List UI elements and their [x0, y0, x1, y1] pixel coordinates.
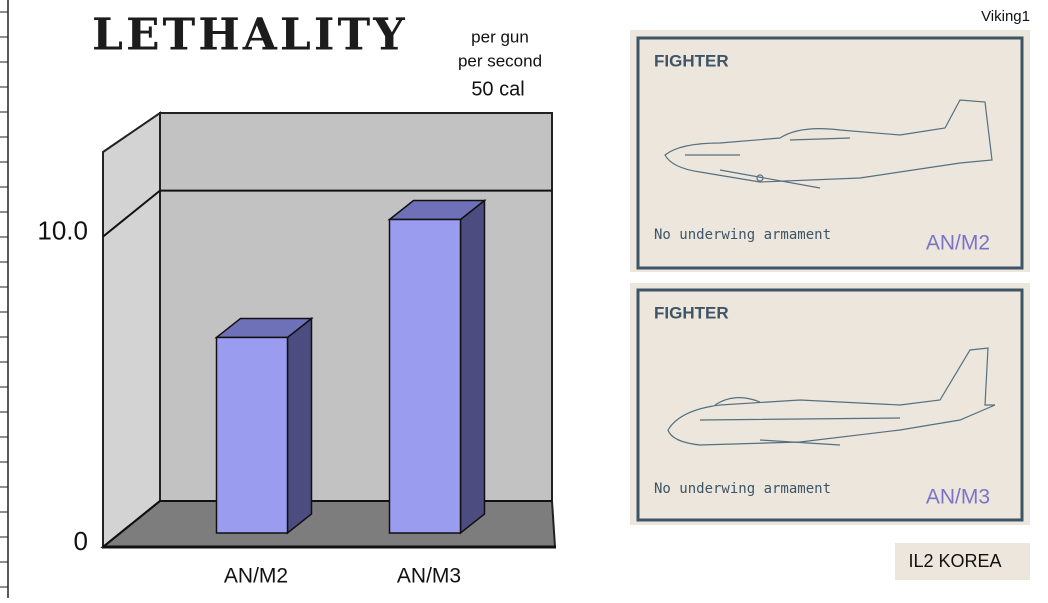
bar-side	[459, 198, 486, 535]
card: FIGHTER No underwing armament AN/M3	[630, 283, 1030, 525]
card-weapon: AN/M3	[926, 486, 990, 509]
bar-front	[215, 336, 289, 534]
bar	[387, 198, 487, 535]
chart-title: LETHALITY	[92, 10, 408, 61]
x-tick-label: AN/M3	[397, 565, 461, 588]
author: Viking1	[981, 8, 1030, 25]
footer-box	[895, 543, 1030, 580]
aircraft-icon	[667, 347, 996, 446]
game-label: IL2 KOREA	[908, 551, 1001, 571]
card-weapon: AN/M2	[926, 232, 990, 255]
chart-frame	[100, 111, 557, 550]
y-tick-label: 10.0	[37, 215, 88, 245]
annotation: per second	[458, 51, 542, 70]
annotation: 50 cal	[471, 78, 524, 100]
bar	[214, 316, 314, 535]
card: FIGHTER No underwing armament AN/M2	[630, 30, 1030, 272]
bar-side	[286, 316, 313, 535]
card-label: FIGHTER	[654, 51, 729, 70]
x-tick-label: AN/M2	[224, 565, 288, 588]
grid-line	[102, 189, 552, 238]
card-label: FIGHTER	[654, 303, 729, 322]
ruler-ticks	[0, 11, 8, 588]
annotation: per gun	[471, 27, 529, 46]
plot: 010.0	[37, 189, 552, 556]
aircraft-icon	[664, 99, 993, 189]
y-tick-label: 0	[74, 526, 88, 556]
card-note: No underwing armament	[654, 227, 831, 243]
bar-front	[388, 218, 462, 534]
card-note: No underwing armament	[654, 481, 831, 497]
